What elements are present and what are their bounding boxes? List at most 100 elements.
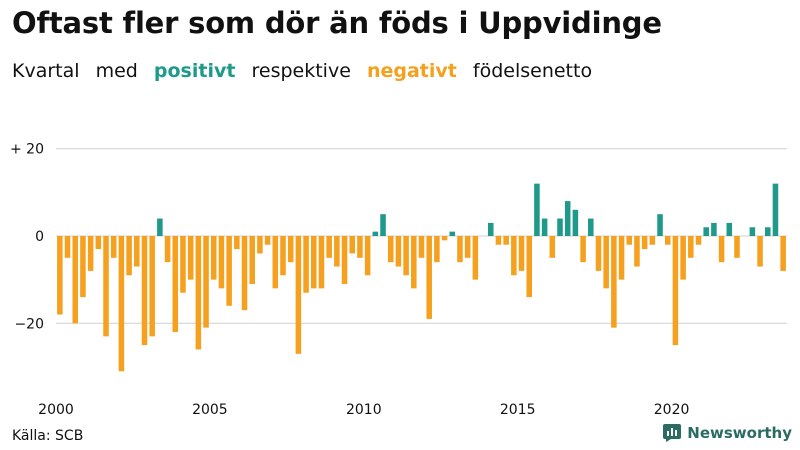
bar xyxy=(588,218,594,236)
newsworthy-logo-icon xyxy=(663,424,682,442)
bar xyxy=(564,201,571,236)
bar xyxy=(87,236,94,271)
bar xyxy=(734,236,740,258)
bar xyxy=(311,236,317,289)
bar xyxy=(141,236,148,346)
bar xyxy=(164,236,171,263)
bar xyxy=(534,183,540,236)
bar xyxy=(341,236,348,284)
bar xyxy=(641,236,648,250)
bar xyxy=(680,236,686,280)
bar-chart: + 20 0 −20 2000 2005 2010 2015 2020 xyxy=(10,142,787,418)
bar xyxy=(272,236,279,289)
bar xyxy=(526,236,532,298)
bar xyxy=(349,236,356,254)
bar xyxy=(395,236,402,267)
bar xyxy=(303,236,309,293)
bar xyxy=(318,236,325,289)
bar xyxy=(618,236,625,280)
bar xyxy=(541,218,548,236)
bar xyxy=(457,236,463,263)
bar xyxy=(495,236,502,245)
bar xyxy=(195,236,202,350)
bar xyxy=(241,236,248,311)
bar xyxy=(103,236,109,337)
x-tick-label: 2005 xyxy=(192,402,228,418)
bar xyxy=(372,231,379,236)
bar xyxy=(295,236,302,354)
bar xyxy=(218,236,225,289)
bar xyxy=(326,236,332,258)
bar xyxy=(695,236,702,245)
bar xyxy=(110,236,117,258)
bar xyxy=(449,231,456,236)
bar xyxy=(603,236,609,289)
bar xyxy=(441,236,448,241)
bar xyxy=(434,236,440,263)
source-label: Källa: SCB xyxy=(12,428,84,444)
bar xyxy=(726,222,733,236)
bar xyxy=(611,236,617,328)
bar xyxy=(210,236,217,280)
bar xyxy=(149,236,155,337)
bar xyxy=(664,236,671,245)
chart-title: Oftast fler som dör än föds i Uppvidinge xyxy=(12,6,662,40)
bar xyxy=(426,236,432,319)
subtitle-word-kvartal: Kvartal xyxy=(12,60,80,82)
x-tick-label: 2020 xyxy=(654,402,690,418)
subtitle-word-respektive: respektive xyxy=(251,60,351,82)
bar xyxy=(257,236,263,254)
bar xyxy=(157,218,163,236)
bar xyxy=(511,236,517,276)
bar xyxy=(688,236,694,258)
bar xyxy=(657,214,663,236)
bar xyxy=(126,236,132,276)
bar xyxy=(226,236,232,306)
bar xyxy=(64,236,71,258)
bar xyxy=(557,218,563,236)
bar xyxy=(472,236,479,280)
bar xyxy=(518,236,525,271)
bar xyxy=(672,236,679,346)
y-tick-label: −20 xyxy=(14,316,44,332)
bar xyxy=(764,227,771,236)
bar xyxy=(287,236,294,263)
subtitle-word-med: med xyxy=(95,60,138,82)
bar xyxy=(757,236,763,267)
subtitle-word-fodelsenetto: födelsenetto xyxy=(472,60,593,82)
bar xyxy=(380,214,386,236)
bar xyxy=(634,236,640,267)
bar xyxy=(772,183,779,236)
bar xyxy=(572,209,579,236)
bar xyxy=(580,236,586,263)
bar xyxy=(357,236,363,258)
x-tick-label: 2015 xyxy=(500,402,536,418)
bar xyxy=(703,227,709,236)
bar xyxy=(180,236,186,293)
bar xyxy=(403,236,409,276)
bar xyxy=(134,236,140,267)
y-tick-label: + 20 xyxy=(10,142,44,158)
brand-logo: Newsworthy xyxy=(663,424,792,442)
y-tick-label: 0 xyxy=(35,229,44,245)
bar xyxy=(172,236,179,332)
bar xyxy=(72,236,79,324)
x-tick-label: 2010 xyxy=(346,402,382,418)
bar xyxy=(503,236,509,245)
bar xyxy=(118,236,125,372)
chart-subtitle: Kvartal med positivt respektive negativt… xyxy=(12,60,602,82)
bar xyxy=(187,236,194,280)
bar xyxy=(334,236,340,267)
bar xyxy=(80,236,86,298)
bar xyxy=(364,236,371,276)
bar xyxy=(649,236,656,245)
bar xyxy=(418,236,425,258)
bar xyxy=(595,236,602,271)
bar xyxy=(487,222,494,236)
bar xyxy=(95,236,102,250)
bar xyxy=(549,236,556,258)
bar xyxy=(780,236,786,271)
bar xyxy=(387,236,394,263)
bar xyxy=(203,236,209,328)
bar xyxy=(264,236,271,245)
